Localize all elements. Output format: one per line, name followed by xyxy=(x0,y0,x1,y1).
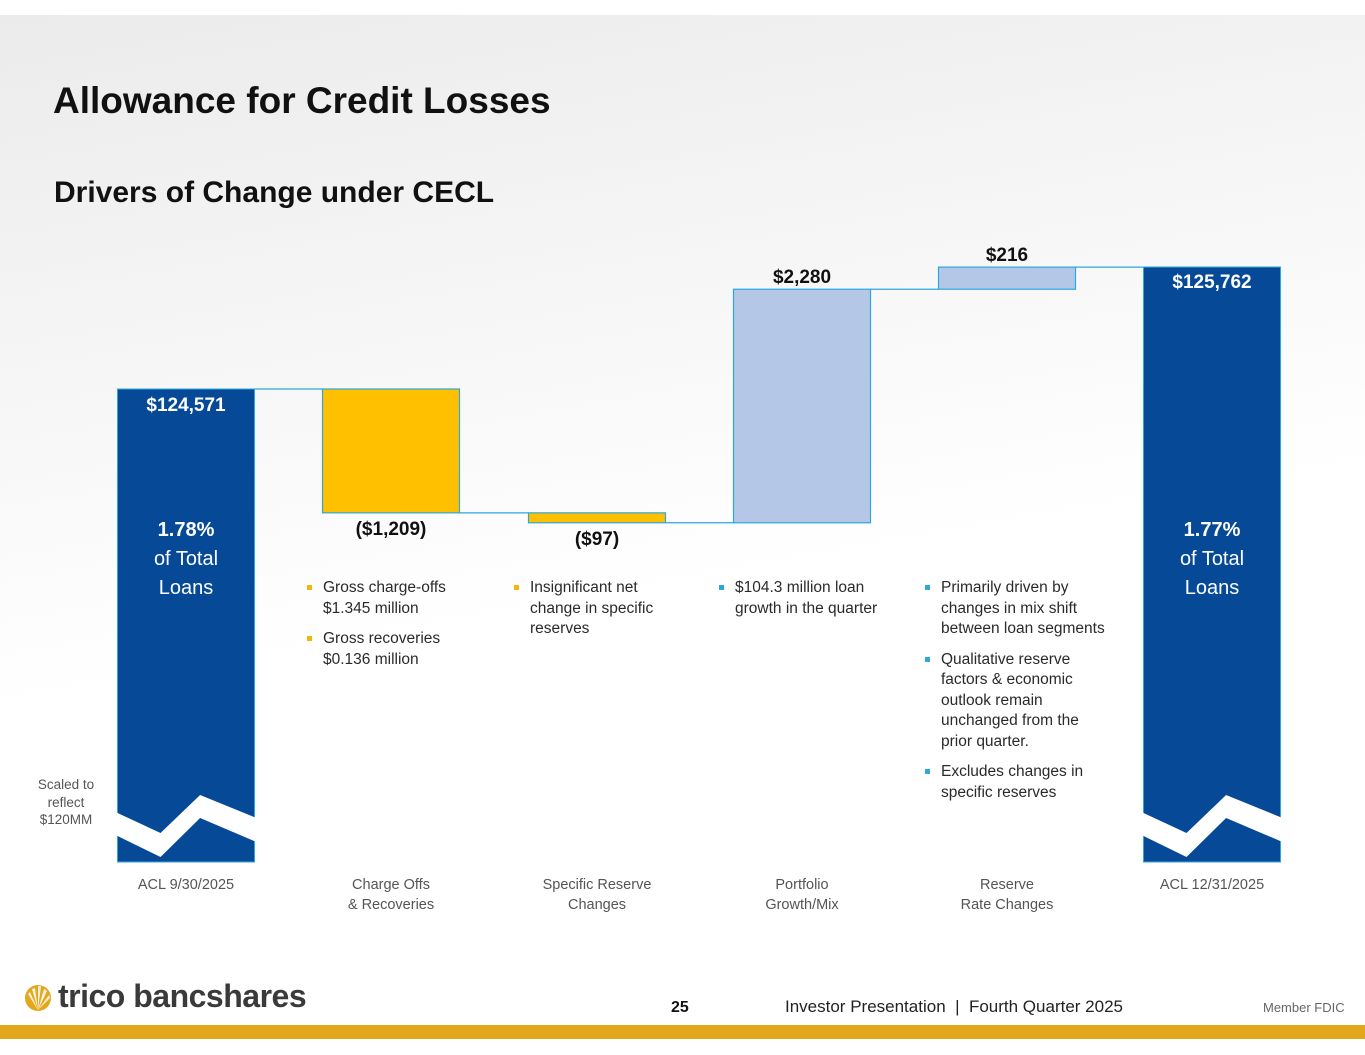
charge-offs-bullets: Gross charge-offs $1.345 million Gross re… xyxy=(305,578,485,680)
bullet-square-icon xyxy=(307,636,312,641)
reserve-rate-bullets: Primarily driven by changes in mix shift… xyxy=(923,578,1108,813)
category-label: Specific Reserve xyxy=(543,877,652,893)
bullet-square-icon xyxy=(719,585,724,590)
category-label: Changes xyxy=(568,897,626,913)
data-label: ($1,209) xyxy=(356,519,427,540)
total-note-text: of Total xyxy=(154,548,218,570)
specific-reserve-bullet-text: Insignificant net change in specific res… xyxy=(530,579,654,637)
category-label: Portfolio xyxy=(775,877,828,893)
data-label: $125,762 xyxy=(1172,272,1251,293)
charge-offs-bullet-text: Gross charge-offs $1.345 million xyxy=(323,579,446,617)
bullet-square-icon xyxy=(925,769,930,774)
axis-break-note: Scaled to reflect $120MM xyxy=(37,777,95,827)
data-label: $124,571 xyxy=(146,395,226,416)
reserve-rate-bullet-item: Excludes changes in specific reserves xyxy=(923,762,1108,803)
company-logo: trico bancshares xyxy=(24,978,307,1015)
category-label: Growth/Mix xyxy=(765,897,839,913)
bar-decrease xyxy=(321,388,461,514)
portfolio-bullet-text: $104.3 million loan growth in the quarte… xyxy=(735,579,878,617)
bar-total xyxy=(117,388,255,863)
category-label: Charge Offs xyxy=(352,877,430,893)
bullet-square-icon xyxy=(925,656,930,662)
trico-sunburst-icon xyxy=(25,984,51,1011)
charge-offs-bullet-item: Gross charge-offs $1.345 million xyxy=(305,578,485,619)
bullet-square-icon xyxy=(514,585,519,590)
bullet-square-icon xyxy=(925,585,930,590)
category-label: Reserve xyxy=(980,877,1034,893)
charge-offs-bullet-item: Gross recoveries $0.136 million xyxy=(305,629,485,670)
page-number: 25 xyxy=(671,999,689,1016)
total-note-percent: 1.77% xyxy=(1184,519,1241,541)
portfolio-bullets: $104.3 million loan growth in the quarte… xyxy=(717,578,902,629)
data-label: $2,280 xyxy=(773,267,831,288)
portfolio-bullet-item: $104.3 million loan growth in the quarte… xyxy=(717,578,902,619)
total-note-text: Loans xyxy=(1185,577,1240,599)
category-label: & Recoveries xyxy=(348,897,434,913)
reserve-rate-bullet-text: Excludes changes in specific reserves xyxy=(941,763,1084,801)
page-title: Allowance for Credit Losses xyxy=(53,80,551,121)
data-label: ($97) xyxy=(575,529,619,550)
member-fdic: Member FDIC xyxy=(1263,1000,1345,1015)
category-label: ACL 12/31/2025 xyxy=(1160,877,1264,893)
charge-offs-bullet-text: Gross recoveries $0.136 million xyxy=(323,630,441,668)
bar-increase xyxy=(937,266,1077,290)
reserve-rate-bullet-item: Primarily driven by changes in mix shift… xyxy=(923,578,1108,640)
data-label: $216 xyxy=(986,245,1028,266)
reserve-rate-bullet-text: Qualitative reserve factors & economic o… xyxy=(941,650,1079,750)
category-label: Rate Changes xyxy=(961,897,1054,913)
axis-break-icon xyxy=(115,795,257,857)
reserve-rate-bullet-text: Primarily driven by changes in mix shift… xyxy=(941,579,1105,637)
chart-subtitle: Drivers of Change under CECL xyxy=(54,176,495,209)
total-note-text: of Total xyxy=(1180,548,1244,570)
bar-total xyxy=(1143,266,1281,863)
bar-decrease xyxy=(527,512,667,524)
category-label: ACL 9/30/2025 xyxy=(138,877,234,893)
total-note-text: Loans xyxy=(159,577,214,599)
specific-reserve-bullet-item: Insignificant net change in specific res… xyxy=(512,578,692,640)
company-name: trico bancshares xyxy=(58,978,307,1014)
presentation-label: Investor Presentation | Fourth Quarter 2… xyxy=(785,997,1123,1016)
specific-reserve-bullets: Insignificant net change in specific res… xyxy=(512,578,692,650)
axis-break-icon xyxy=(1141,795,1283,857)
footer-accent-bar xyxy=(0,1025,1365,1039)
total-note-percent: 1.78% xyxy=(158,519,215,541)
bullet-square-icon xyxy=(307,585,312,590)
bar-increase xyxy=(732,288,872,524)
reserve-rate-bullet-item: Qualitative reserve factors & economic o… xyxy=(923,650,1108,753)
